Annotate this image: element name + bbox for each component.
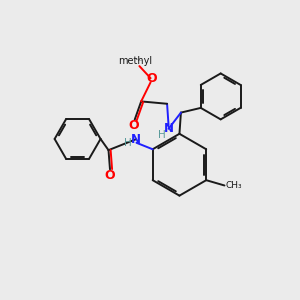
Text: H: H xyxy=(158,130,166,140)
Text: O: O xyxy=(146,72,157,85)
Text: N: N xyxy=(164,122,174,135)
Text: methyl: methyl xyxy=(136,58,141,60)
Text: methyl: methyl xyxy=(138,59,143,61)
Text: O: O xyxy=(128,119,139,132)
Text: CH₃: CH₃ xyxy=(226,181,242,190)
Text: O: O xyxy=(105,169,115,182)
Text: H: H xyxy=(124,138,132,148)
Text: N: N xyxy=(131,133,141,146)
Text: methyl: methyl xyxy=(118,56,152,66)
